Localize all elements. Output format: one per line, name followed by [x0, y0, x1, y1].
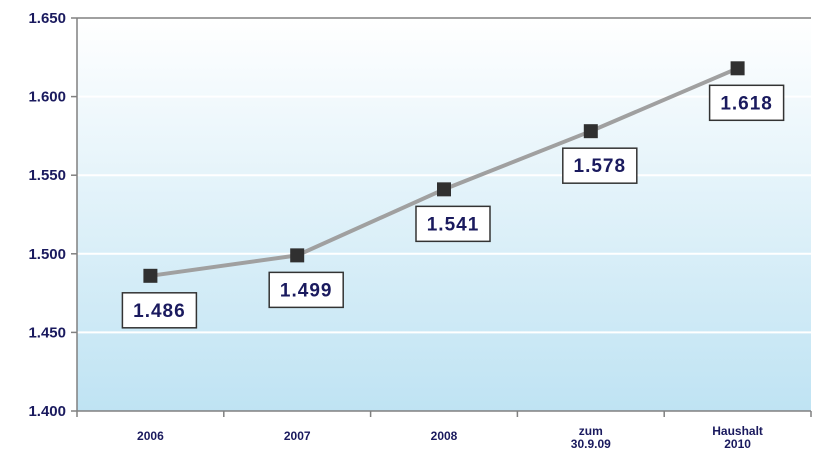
data-label: 1.486 [133, 301, 186, 322]
data-label-box [121, 292, 198, 329]
y-tick-label: 1.550 [28, 167, 66, 184]
y-tick-label: 1.400 [28, 403, 66, 420]
data-label: 1.541 [427, 214, 480, 235]
x-tick-label: 2006 [137, 429, 164, 443]
markers [143, 61, 745, 283]
x-axis-ticks: 2006 2007 2008 zum 30.9.09 Haushalt 2010 [76, 411, 812, 451]
data-label-box [708, 84, 785, 122]
data-label-box [268, 271, 344, 309]
x-tick-label: 2008 [431, 429, 458, 443]
data-point-marker [437, 182, 451, 197]
x-tick-label: 2007 [284, 429, 311, 443]
x-tick-label: Haushalt 2010 [712, 424, 763, 451]
y-tick-label: 1.600 [28, 89, 66, 106]
y-tick-label: 1.650 [28, 10, 66, 27]
data-label: 1.499 [280, 280, 333, 301]
data-label: 1.578 [574, 156, 627, 177]
data-point-marker [143, 268, 158, 283]
x-tick-label: zum 30.9.09 [571, 424, 611, 451]
data-label-box [562, 147, 638, 184]
y-tick-label: 1.450 [28, 324, 66, 341]
y-tick-label: 1.500 [28, 246, 66, 263]
axes [76, 17, 811, 412]
data-point-marker [290, 248, 305, 263]
data-point-marker [583, 124, 598, 139]
data-label-box [415, 205, 491, 243]
data-point-marker [730, 61, 745, 76]
y-axis-ticks: 1.400 1.450 1.500 1.550 1.600 1.650 [28, 10, 77, 420]
data-label: 1.618 [720, 93, 773, 114]
gridlines [77, 17, 811, 334]
data-labels: 1.486 1.499 1.541 1.578 1.618 [121, 84, 785, 329]
